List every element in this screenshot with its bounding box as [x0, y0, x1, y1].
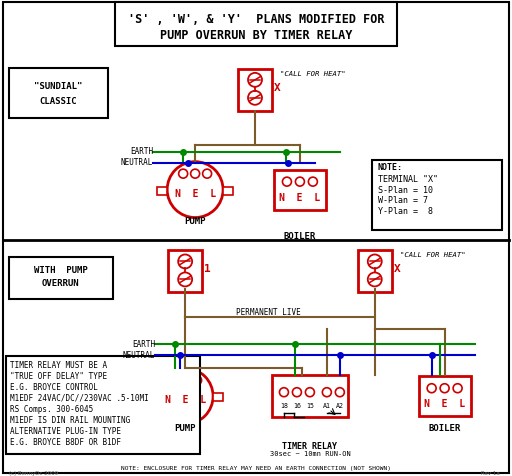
Bar [168, 250, 202, 292]
Circle shape [440, 384, 449, 393]
Text: N  E  L: N E L [280, 193, 321, 203]
Text: BOILER: BOILER [429, 424, 461, 433]
Text: PUMP: PUMP [175, 424, 196, 433]
Text: Y-Plan =  8: Y-Plan = 8 [378, 207, 433, 216]
Circle shape [292, 388, 302, 397]
Text: ALTERNATIVE PLUG-IN TYPE: ALTERNATIVE PLUG-IN TYPE [11, 426, 121, 436]
Text: A1: A1 [323, 403, 331, 409]
Circle shape [368, 272, 382, 287]
Text: NEUTRAL: NEUTRAL [121, 158, 153, 167]
Bar [157, 187, 167, 195]
Circle shape [280, 388, 288, 397]
Text: PUMP: PUMP [184, 217, 206, 226]
Text: "TRUE OFF DELAY" TYPE: "TRUE OFF DELAY" TYPE [11, 372, 108, 381]
Text: 30sec ~ 10mn RUN-ON: 30sec ~ 10mn RUN-ON [269, 451, 350, 457]
Text: "CALL FOR HEAT": "CALL FOR HEAT" [280, 71, 346, 77]
Text: M1EDF IS DIN RAIL MOUNTING: M1EDF IS DIN RAIL MOUNTING [11, 416, 131, 425]
Text: 16: 16 [293, 403, 301, 409]
Bar [9, 258, 113, 299]
Text: N  E  L: N E L [164, 395, 206, 405]
Circle shape [178, 255, 192, 268]
Circle shape [368, 255, 382, 268]
Bar [213, 393, 223, 401]
Text: X: X [394, 265, 400, 275]
Circle shape [283, 177, 291, 186]
Text: "SUNDIAL": "SUNDIAL" [34, 82, 82, 91]
Bar [419, 376, 471, 416]
Circle shape [190, 169, 200, 178]
Text: TIMER RELAY: TIMER RELAY [283, 442, 337, 451]
Circle shape [323, 388, 331, 397]
Text: TIMER RELAY MUST BE A: TIMER RELAY MUST BE A [11, 361, 108, 370]
Text: S-Plan = 10: S-Plan = 10 [378, 186, 433, 195]
Circle shape [248, 73, 262, 87]
Circle shape [179, 169, 187, 178]
Text: 'S' , 'W', & 'Y'  PLANS MODIFIED FOR: 'S' , 'W', & 'Y' PLANS MODIFIED FOR [128, 13, 384, 27]
Text: A2: A2 [336, 403, 344, 409]
Bar [274, 169, 326, 209]
Text: PUMP OVERRUN BY TIMER RELAY: PUMP OVERRUN BY TIMER RELAY [160, 30, 352, 42]
Circle shape [248, 91, 262, 105]
Bar [6, 356, 200, 454]
Bar [9, 68, 109, 118]
Circle shape [308, 177, 317, 186]
Circle shape [167, 162, 223, 218]
Text: E.G. BROYCE B8DF OR B1DF: E.G. BROYCE B8DF OR B1DF [11, 437, 121, 446]
Bar [358, 250, 392, 292]
Text: 18: 18 [280, 403, 288, 409]
Text: NOTE:: NOTE: [378, 163, 403, 172]
Bar [238, 69, 272, 111]
Text: X: X [274, 83, 281, 93]
Circle shape [157, 368, 213, 424]
Text: "CALL FOR HEAT": "CALL FOR HEAT" [400, 252, 465, 258]
Text: 15: 15 [306, 403, 314, 409]
Text: EARTH: EARTH [132, 340, 155, 349]
Text: PERMANENT LIVE: PERMANENT LIVE [236, 308, 301, 317]
Bar [223, 187, 233, 195]
Text: EARTH: EARTH [130, 147, 153, 156]
Text: W-Plan = 7: W-Plan = 7 [378, 196, 428, 205]
Circle shape [427, 384, 436, 393]
Text: BOILER: BOILER [284, 232, 316, 241]
Circle shape [168, 376, 178, 385]
Text: E.G. BROYCE CONTROL: E.G. BROYCE CONTROL [11, 383, 98, 392]
Text: 1: 1 [204, 265, 211, 275]
Circle shape [178, 272, 192, 287]
Circle shape [295, 177, 305, 186]
Text: TERMINAL "X": TERMINAL "X" [378, 175, 438, 184]
Text: NOTE: ENCLOSURE FOR TIMER RELAY MAY NEED AN EARTH CONNECTION (NOT SHOWN): NOTE: ENCLOSURE FOR TIMER RELAY MAY NEED… [121, 466, 391, 471]
Text: WITH  PUMP: WITH PUMP [33, 266, 87, 275]
Bar [115, 2, 397, 46]
Text: Rev 1a: Rev 1a [481, 471, 500, 476]
Bar [272, 375, 348, 417]
Text: N  E  L: N E L [175, 188, 216, 198]
Text: OVERRUN: OVERRUN [41, 279, 79, 288]
Text: M1EDF 24VAC/DC//230VAC .5-10MI: M1EDF 24VAC/DC//230VAC .5-10MI [11, 394, 149, 403]
Bar [372, 159, 501, 229]
Circle shape [203, 169, 211, 178]
Circle shape [181, 376, 189, 385]
Circle shape [193, 376, 202, 385]
Text: NEUTRAL: NEUTRAL [123, 351, 155, 360]
Text: (c) BennyDc 2009: (c) BennyDc 2009 [9, 471, 58, 476]
Circle shape [305, 388, 314, 397]
Text: RS Comps. 300-6045: RS Comps. 300-6045 [11, 405, 94, 414]
Text: N  E  L: N E L [424, 399, 465, 409]
Circle shape [453, 384, 462, 393]
Bar [147, 393, 157, 401]
Text: CLASSIC: CLASSIC [39, 97, 77, 106]
Circle shape [335, 388, 345, 397]
